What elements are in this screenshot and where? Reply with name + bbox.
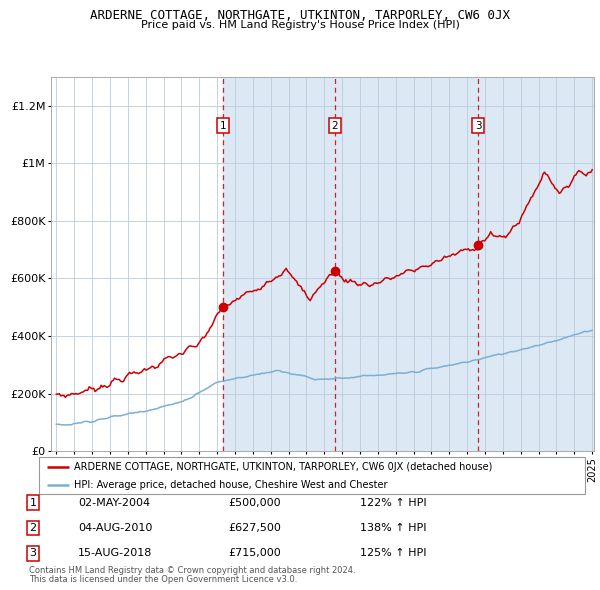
Text: £627,500: £627,500 (228, 523, 281, 533)
Text: Contains HM Land Registry data © Crown copyright and database right 2024.: Contains HM Land Registry data © Crown c… (29, 566, 355, 575)
Text: 2: 2 (331, 121, 338, 131)
Text: 3: 3 (475, 121, 482, 131)
Text: ARDERNE COTTAGE, NORTHGATE, UTKINTON, TARPORLEY, CW6 0JX (detached house): ARDERNE COTTAGE, NORTHGATE, UTKINTON, TA… (74, 462, 493, 472)
Text: 138% ↑ HPI: 138% ↑ HPI (360, 523, 427, 533)
Text: 1: 1 (29, 498, 37, 507)
Text: 122% ↑ HPI: 122% ↑ HPI (360, 498, 427, 507)
Text: 1: 1 (220, 121, 226, 131)
Text: 15-AUG-2018: 15-AUG-2018 (78, 549, 152, 558)
Text: ARDERNE COTTAGE, NORTHGATE, UTKINTON, TARPORLEY, CW6 0JX: ARDERNE COTTAGE, NORTHGATE, UTKINTON, TA… (90, 9, 510, 22)
Text: 2: 2 (29, 523, 37, 533)
Text: £715,000: £715,000 (228, 549, 281, 558)
Bar (223, 77, 594, 451)
Text: 125% ↑ HPI: 125% ↑ HPI (360, 549, 427, 558)
Text: 3: 3 (29, 549, 37, 558)
Text: 02-MAY-2004: 02-MAY-2004 (78, 498, 150, 507)
Text: This data is licensed under the Open Government Licence v3.0.: This data is licensed under the Open Gov… (29, 575, 297, 584)
Text: Price paid vs. HM Land Registry's House Price Index (HPI): Price paid vs. HM Land Registry's House … (140, 20, 460, 30)
FancyBboxPatch shape (39, 457, 585, 494)
Text: 04-AUG-2010: 04-AUG-2010 (78, 523, 152, 533)
Text: HPI: Average price, detached house, Cheshire West and Chester: HPI: Average price, detached house, Ches… (74, 480, 388, 490)
Text: £500,000: £500,000 (228, 498, 281, 507)
